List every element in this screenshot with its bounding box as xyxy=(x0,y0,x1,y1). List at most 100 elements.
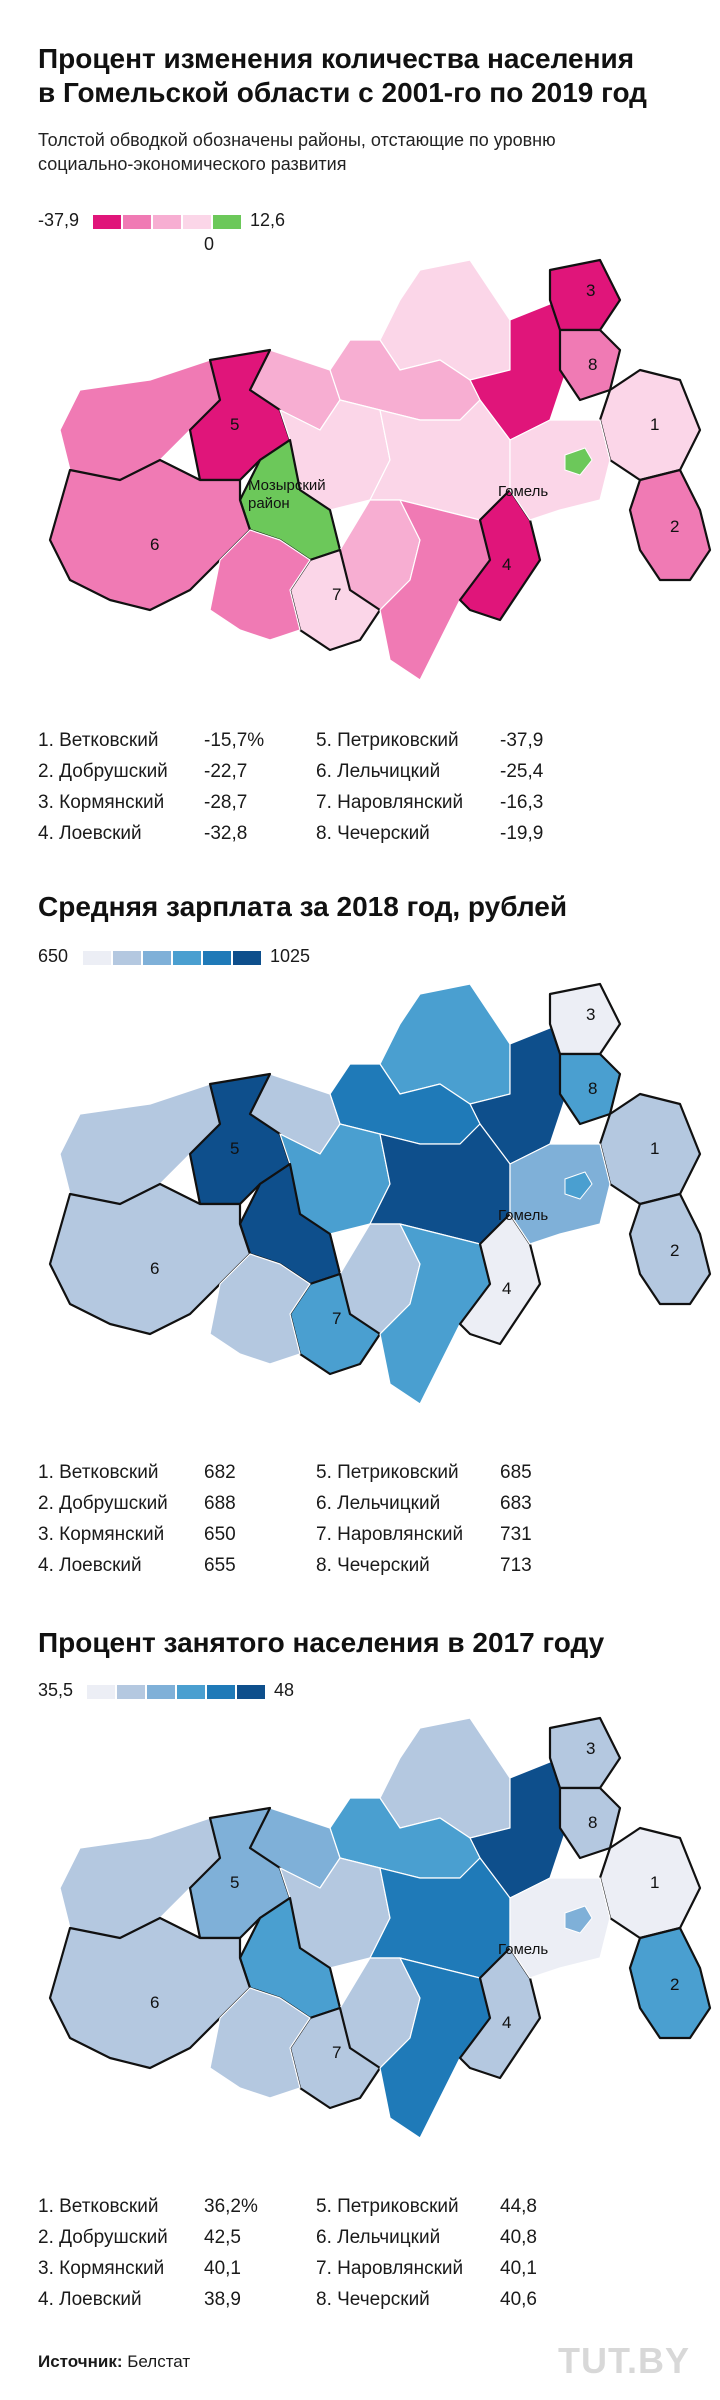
district-row: 2. Добрушский -22,7 xyxy=(38,759,316,785)
legend-max: 12,6 xyxy=(250,210,286,230)
district-name: 6. Лельчицкий xyxy=(316,761,441,782)
district-row: 1. Ветковский -15,7% xyxy=(38,728,316,754)
gomel-label: Гомель xyxy=(498,1207,548,1224)
district-row: 4. Лоевский 38,9 xyxy=(38,2287,316,2313)
district-row: 5. Петриковский -37,9 xyxy=(316,728,594,754)
district-shape-d3 xyxy=(548,258,622,332)
source-footer: Источник: Белстат xyxy=(38,2352,190,2372)
district-shape-se xyxy=(379,1957,491,2139)
district-name: 8. Чечерский xyxy=(316,2289,430,2310)
district-row: 1. Ветковский 682 xyxy=(38,1460,316,1486)
legend-max: 1025 xyxy=(270,946,311,966)
district-row: 8. Чечерский 713 xyxy=(316,1553,594,1579)
district-row: 2. Добрушский 42,5 xyxy=(38,2225,316,2251)
district-value: -15,7% xyxy=(204,730,265,751)
district-name: 1. Ветковский xyxy=(38,2196,159,2217)
district-value: -19,9 xyxy=(500,823,544,844)
mozyr-label: район xyxy=(248,495,290,512)
legend-swatch xyxy=(92,214,122,230)
legend-swatch xyxy=(172,950,202,966)
district-value: 42,5 xyxy=(204,2227,241,2248)
subtitle-line-2: социально-экономического развития xyxy=(38,154,347,174)
district-number-label: 7 xyxy=(332,585,341,604)
district-number-label: 2 xyxy=(670,517,679,536)
district-number-label: 3 xyxy=(586,281,595,300)
legend-swatch xyxy=(152,214,182,230)
district-number-label: 5 xyxy=(230,1873,239,1892)
legend-zero: 0 xyxy=(204,234,215,254)
legend-swatch xyxy=(176,1684,206,1700)
district-number-label: 4 xyxy=(502,555,511,574)
legend-swatch xyxy=(86,1684,116,1700)
legend-population: -37,9 12,6 0 xyxy=(38,208,338,254)
district-shape-g xyxy=(509,1143,611,1245)
district-name: 2. Добрушский xyxy=(38,2227,168,2248)
district-number-label: 6 xyxy=(150,1993,159,2012)
legend-swatch xyxy=(182,214,212,230)
district-row: 7. Наровлянский -16,3 xyxy=(316,790,594,816)
district-value: 655 xyxy=(204,1555,236,1576)
tutby-logo: TUT.BY xyxy=(558,2340,690,2381)
district-row: 2. Добрушский 688 xyxy=(38,1491,316,1517)
title-line-2: в Гомельской области с 2001-го по 2019 г… xyxy=(38,77,647,108)
district-row: 6. Лельчицкий 683 xyxy=(316,1491,594,1517)
subtitle-line-1: Толстой обводкой обозначены районы, отст… xyxy=(38,130,556,150)
district-name: 5. Петриковский xyxy=(316,1462,459,1483)
district-shape-se xyxy=(379,499,491,681)
map-salary: 3 8 1 2 4 5 6 7 Гомель xyxy=(48,982,712,1405)
legend-min: 35,5 xyxy=(38,1680,74,1700)
district-value: 731 xyxy=(500,1524,532,1545)
district-row: 8. Чечерский 40,6 xyxy=(316,2287,594,2313)
district-shape-w xyxy=(59,1083,221,1205)
legend-employment: 35,5 48 xyxy=(38,1678,338,1708)
district-shape-t xyxy=(379,259,511,381)
district-value: 36,2% xyxy=(204,2196,258,2217)
district-number-label: 3 xyxy=(586,1005,595,1024)
district-row: 6. Лельчицкий -25,4 xyxy=(316,759,594,785)
district-value: -28,7 xyxy=(204,792,248,813)
district-name: 3. Кормянский xyxy=(38,2258,165,2279)
district-number-label: 2 xyxy=(670,1975,679,1994)
district-name: 6. Лельчицкий xyxy=(316,2227,441,2248)
district-value: 682 xyxy=(204,1462,236,1483)
map-employment: 3 8 1 2 4 5 6 7 Гомель xyxy=(48,1716,712,2139)
district-row: 7. Наровлянский 731 xyxy=(316,1522,594,1548)
district-value: -37,9 xyxy=(500,730,544,751)
district-number-label: 2 xyxy=(670,1241,679,1260)
district-shape-g xyxy=(509,419,611,521)
district-shape-d2 xyxy=(628,468,712,582)
district-shape-se xyxy=(379,1223,491,1405)
district-row: 4. Лоевский -32,8 xyxy=(38,821,316,847)
mozyr-label: Мозырский xyxy=(248,477,326,494)
district-name: 2. Добрушский xyxy=(38,1493,168,1514)
district-number-label: 7 xyxy=(332,1309,341,1328)
district-shape-d6 xyxy=(209,1253,311,1365)
legend-swatch xyxy=(122,214,152,230)
district-number-label: 1 xyxy=(650,415,659,434)
district-shape-w xyxy=(59,359,221,481)
source-label: Источник: xyxy=(38,2352,123,2371)
map-title-salary: Средняя зарплата за 2018 год, рублей xyxy=(38,891,568,922)
district-name: 3. Кормянский xyxy=(38,792,165,813)
district-name: 4. Лоевский xyxy=(38,2289,142,2310)
legend-salary: 650 1025 xyxy=(38,944,338,974)
employment-section: Процент занятого населения в 2017 году 3… xyxy=(0,1610,720,2330)
district-name: 1. Ветковский xyxy=(38,1462,159,1483)
district-value: 44,8 xyxy=(500,2196,537,2217)
district-name: 6. Лельчицкий xyxy=(316,1493,441,1514)
source-value: Белстат xyxy=(127,2352,191,2371)
legend-swatch xyxy=(112,950,142,966)
district-shape-d3 xyxy=(548,1716,622,1790)
district-number-label: 5 xyxy=(230,415,239,434)
legend-swatch xyxy=(202,950,232,966)
district-number-label: 1 xyxy=(650,1139,659,1158)
legend-swatch xyxy=(146,1684,176,1700)
district-number-label: 8 xyxy=(588,355,597,374)
legend-min: 650 xyxy=(38,946,69,966)
legend-max: 48 xyxy=(274,1680,295,1700)
district-value: 713 xyxy=(500,1555,532,1576)
district-number-label: 7 xyxy=(332,2043,341,2062)
district-value: 683 xyxy=(500,1493,532,1514)
district-value: -25,4 xyxy=(500,761,544,782)
district-shape-w xyxy=(59,1817,221,1939)
